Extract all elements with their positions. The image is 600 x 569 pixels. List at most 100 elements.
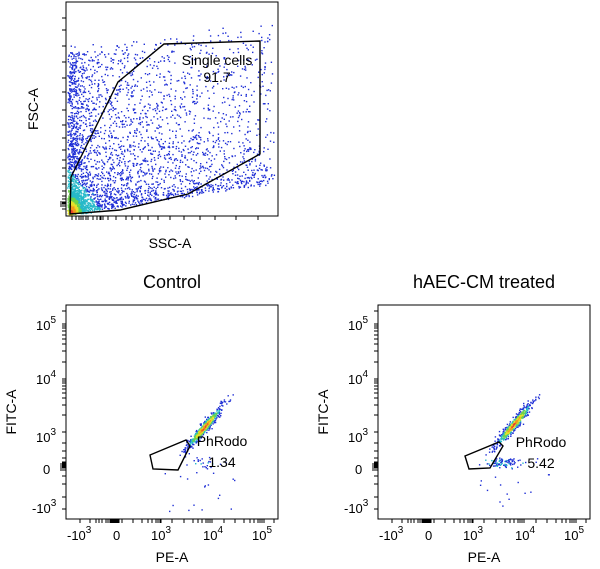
dot — [84, 88, 86, 90]
dot — [67, 141, 69, 143]
dot — [203, 422, 205, 424]
dot — [204, 152, 207, 154]
dot — [82, 135, 84, 138]
dot — [152, 108, 154, 111]
dot — [90, 86, 93, 89]
dot — [217, 497, 220, 500]
dot — [71, 141, 73, 144]
dot — [70, 198, 72, 200]
dot — [67, 204, 69, 206]
dot — [201, 431, 203, 433]
dot — [87, 178, 90, 180]
dot — [69, 62, 71, 64]
dot — [213, 145, 215, 147]
dot — [199, 192, 201, 194]
dot — [70, 203, 72, 205]
dot — [124, 163, 126, 165]
dot — [74, 196, 77, 198]
dot — [71, 127, 73, 130]
dot — [73, 158, 75, 160]
dot — [70, 192, 72, 194]
dot — [146, 160, 149, 162]
dot — [149, 187, 152, 189]
dot — [110, 153, 112, 155]
dot — [96, 207, 99, 209]
dot — [155, 193, 158, 196]
dot — [221, 165, 224, 167]
dot — [147, 194, 149, 196]
dot — [108, 198, 111, 200]
dot — [93, 107, 96, 109]
dot — [218, 112, 220, 114]
dot — [71, 105, 73, 107]
dot — [98, 209, 101, 211]
dot — [208, 190, 210, 192]
dot — [81, 162, 83, 164]
dot — [148, 80, 151, 83]
dot — [191, 96, 194, 98]
dot — [110, 194, 112, 196]
dot — [506, 427, 509, 429]
dot — [500, 444, 502, 446]
dot — [132, 164, 135, 167]
dot — [119, 91, 121, 93]
dot — [114, 97, 117, 99]
dot — [73, 163, 76, 165]
dot — [77, 108, 79, 110]
dot — [79, 137, 81, 139]
dot — [219, 408, 221, 410]
dot — [192, 138, 195, 141]
dot — [208, 426, 210, 429]
dot — [93, 201, 95, 203]
dot — [115, 137, 117, 139]
dot — [90, 200, 92, 202]
dot — [160, 187, 163, 189]
dot — [253, 174, 255, 177]
dot — [91, 134, 94, 137]
dot — [222, 166, 225, 169]
dot — [131, 96, 133, 98]
dot — [198, 189, 200, 191]
dot — [80, 196, 82, 198]
dot — [78, 193, 80, 195]
dot — [74, 75, 76, 78]
dot — [109, 179, 112, 181]
dot — [516, 420, 518, 422]
dot — [253, 101, 255, 103]
dot — [212, 47, 214, 49]
dot — [155, 136, 157, 139]
dot — [87, 206, 89, 209]
dot — [105, 189, 108, 191]
dot — [107, 172, 110, 175]
dot — [90, 212, 92, 214]
dot — [200, 430, 202, 432]
dot — [71, 214, 73, 216]
dot — [167, 196, 170, 198]
dot — [154, 150, 156, 152]
dot — [77, 165, 79, 167]
dot — [254, 149, 256, 151]
dot — [156, 177, 158, 179]
dot — [97, 59, 99, 61]
dot — [86, 191, 88, 193]
dot — [146, 172, 148, 174]
dot — [258, 167, 261, 170]
dot — [205, 149, 208, 151]
dot — [110, 132, 112, 134]
dot — [150, 152, 152, 155]
dot — [525, 410, 527, 412]
dot — [90, 158, 92, 160]
dot — [75, 139, 77, 142]
dot — [70, 52, 73, 54]
dot — [67, 210, 69, 212]
dot — [131, 92, 133, 94]
dot — [184, 77, 187, 80]
dot — [193, 443, 195, 446]
dot — [200, 463, 202, 465]
dot — [194, 433, 196, 436]
dot — [114, 177, 117, 179]
dot — [229, 399, 232, 401]
dot — [230, 74, 232, 76]
dot — [126, 176, 128, 178]
dot — [69, 214, 71, 216]
